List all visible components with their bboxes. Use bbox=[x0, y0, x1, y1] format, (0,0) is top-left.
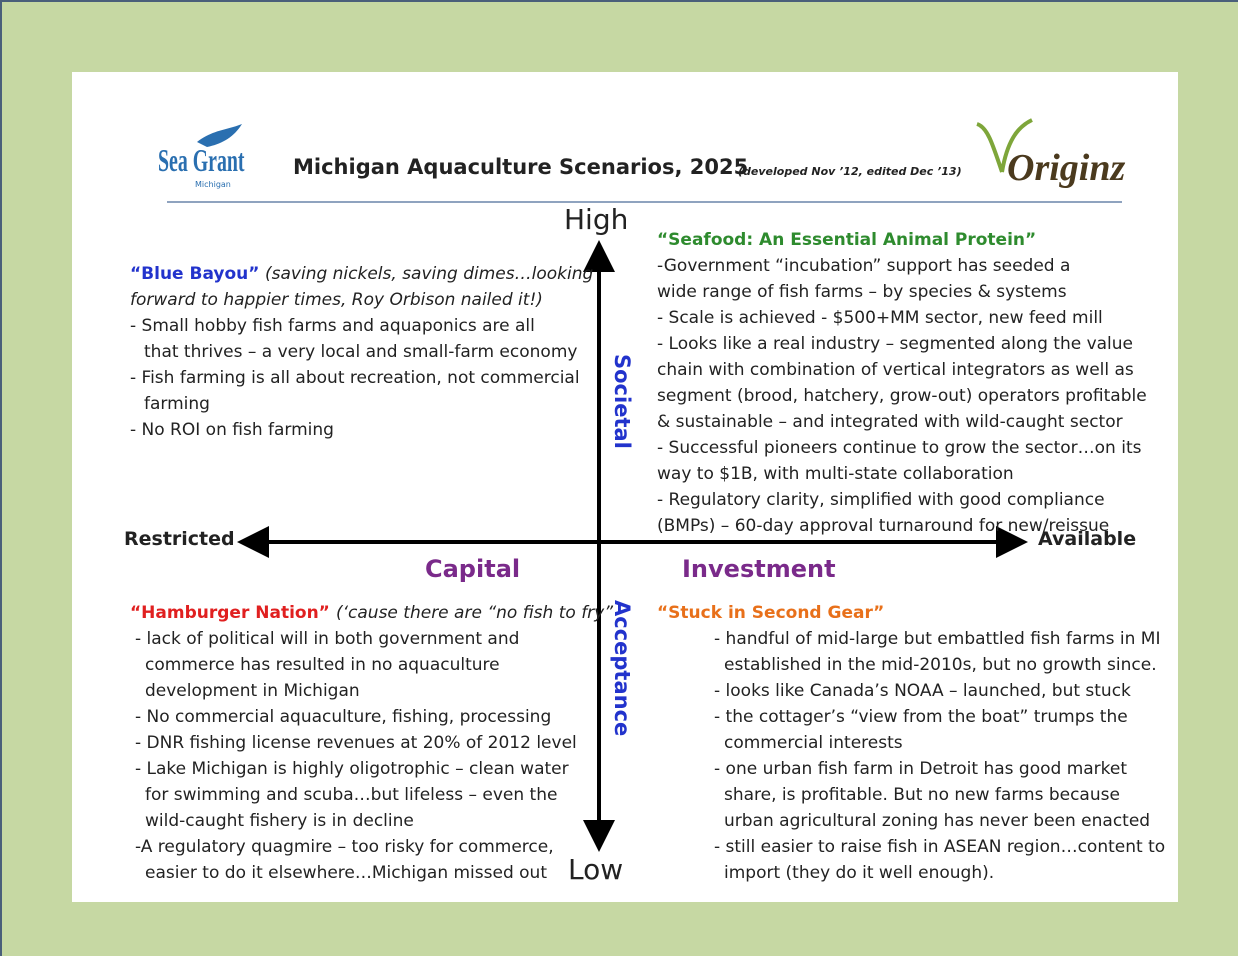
quadrant-title: “Blue Bayou” bbox=[130, 264, 260, 284]
subtitle: (developed Nov ’12, edited Dec ’13) bbox=[738, 165, 962, 178]
quadrant-title: “Seafood: An Essential Animal Protein” bbox=[657, 230, 1037, 250]
quadrant-line: wide range of fish farms – by species & … bbox=[657, 282, 1067, 302]
logo-right: Originz bbox=[1007, 147, 1126, 189]
axis-low: Low bbox=[568, 853, 624, 886]
quadrant-note: forward to happier times, Roy Orbison na… bbox=[130, 290, 543, 310]
quadrant-line: (BMPs) – 60-day approval turnaround for … bbox=[657, 516, 1110, 536]
quadrant-line: import (they do it well enough). bbox=[724, 863, 995, 883]
axis-left: Restricted bbox=[124, 528, 235, 550]
originz-leaf bbox=[976, 118, 1033, 173]
sea-grant-bird bbox=[197, 124, 242, 147]
quadrant-line: urban agricultural zoning has never been… bbox=[724, 811, 1151, 831]
title: Michigan Aquaculture Scenarios, 2025 bbox=[293, 155, 749, 179]
quadrant-line: -Government “incubation” support has see… bbox=[657, 256, 1071, 276]
quadrant-line: farming bbox=[144, 394, 210, 414]
axis-high: High bbox=[564, 203, 629, 236]
quadrant-line: commercial interests bbox=[724, 733, 903, 753]
quadrant-title: “Hamburger Nation” bbox=[130, 603, 330, 623]
quadrant-line: easier to do it elsewhere…Michigan misse… bbox=[145, 863, 547, 883]
quadrant-line: established in the mid-2010s, but no gro… bbox=[724, 655, 1157, 675]
quadrant-line: - still easier to raise fish in ASEAN re… bbox=[714, 837, 1166, 857]
quadrant-line: - No commercial aquaculture, fishing, pr… bbox=[135, 707, 552, 727]
quadrant-line: - Looks like a real industry – segmented… bbox=[657, 334, 1134, 354]
axis-lower-label: Acceptance bbox=[610, 600, 634, 737]
quadrant-line: wild-caught fishery is in decline bbox=[145, 811, 414, 831]
axis-upper-label: Societal bbox=[610, 354, 634, 449]
quadrant-line: - No ROI on fish farming bbox=[130, 420, 334, 440]
quadrant-title: “Stuck in Second Gear” bbox=[657, 603, 885, 623]
quadrant-line: - Scale is achieved - $500+MM sector, ne… bbox=[657, 308, 1103, 328]
quadrant-line: that thrives – a very local and small-fa… bbox=[144, 342, 578, 362]
quadrant-line: - Successful pioneers continue to grow t… bbox=[657, 438, 1142, 458]
quadrant-line: commerce has resulted in no aquaculture bbox=[145, 655, 500, 675]
quadrant-line: segment (brood, hatchery, grow-out) oper… bbox=[657, 386, 1147, 406]
quadrant-line: - DNR fishing license revenues at 20% of… bbox=[135, 733, 577, 753]
quadrant-line: & sustainable – and integrated with wild… bbox=[657, 412, 1123, 432]
quadrant-line: - lack of political will in both governm… bbox=[135, 629, 520, 649]
quadrant-line: - handful of mid-large but embattled fis… bbox=[714, 629, 1161, 649]
axis-left-label: Capital bbox=[425, 555, 521, 583]
axis-right: Available bbox=[1038, 528, 1137, 550]
quadrant-line: development in Michigan bbox=[145, 681, 360, 701]
quadrant-line: -A regulatory quagmire – too risky for c… bbox=[135, 837, 554, 857]
logo-left: Sea Grant bbox=[158, 142, 245, 178]
quadrant-note: (‘cause there are “no fish to fry” bbox=[336, 603, 614, 623]
quadrant-note: (saving nickels, saving dimes…looking bbox=[265, 264, 594, 284]
quadrant-line: - the cottager’s “view from the boat” tr… bbox=[714, 707, 1128, 727]
quadrant-line: - Fish farming is all about recreation, … bbox=[130, 368, 580, 388]
quadrant-line: - one urban fish farm in Detroit has goo… bbox=[714, 759, 1128, 779]
quadrant-line: way to $1B, with multi-state collaborati… bbox=[657, 464, 1014, 484]
logo-left-sub: Michigan bbox=[195, 180, 231, 189]
quadrant-line: - Regulatory clarity, simplified with go… bbox=[657, 490, 1105, 510]
panel bbox=[72, 72, 1178, 902]
quadrant-line: for swimming and scuba…but lifeless – ev… bbox=[145, 785, 558, 805]
quadrant-line: share, is profitable. But no new farms b… bbox=[724, 785, 1120, 805]
quadrant-line: - looks like Canada’s NOAA – launched, b… bbox=[714, 681, 1131, 701]
quadrant-line: - Lake Michigan is highly oligotrophic –… bbox=[135, 759, 569, 779]
quadrant-line: - Small hobby fish farms and aquaponics … bbox=[130, 316, 535, 336]
axis-right-label: Investment bbox=[682, 555, 836, 583]
quadrant-line: chain with combination of vertical integ… bbox=[657, 360, 1134, 380]
